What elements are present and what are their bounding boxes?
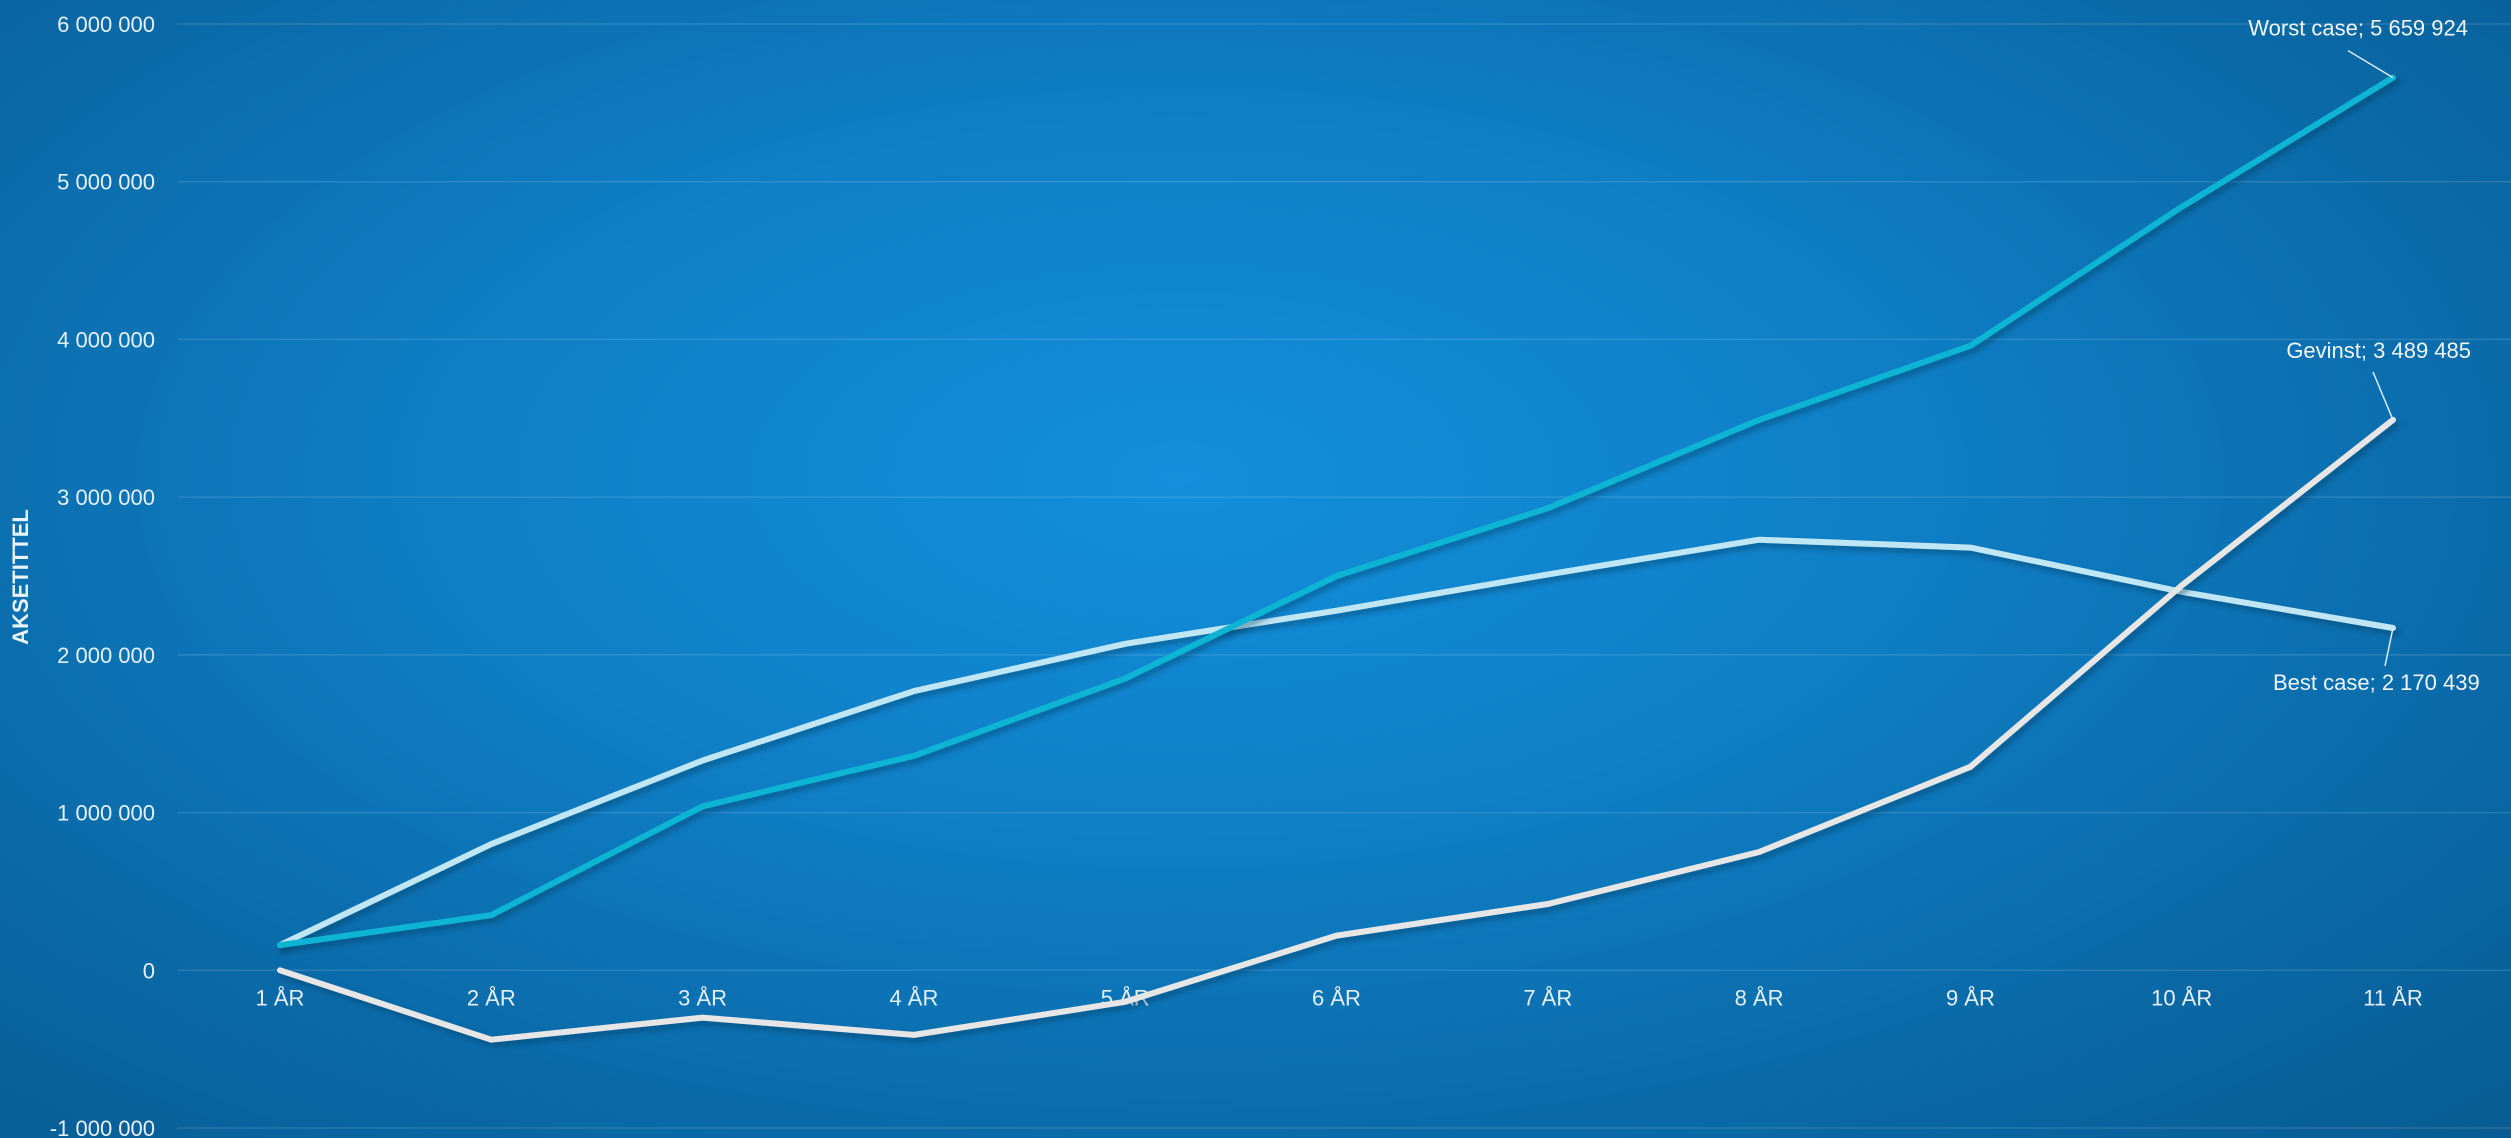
data-point: [912, 1033, 916, 1037]
data-point: [912, 689, 916, 693]
data-point: [2180, 205, 2184, 209]
series-lines: [277, 74, 2396, 1043]
x-tick-label: 9 ÅR: [1946, 985, 1995, 1010]
y-tick-label: 4 000 000: [57, 327, 155, 352]
series-line-worst-case: [277, 74, 2396, 949]
data-point: [1757, 418, 1761, 422]
x-tick-label: 7 ÅR: [1523, 985, 1572, 1010]
data-point: [1968, 344, 1972, 348]
data-point: [1335, 574, 1338, 578]
y-tick-label: 2 000 000: [57, 643, 155, 668]
leader-line: [2372, 371, 2394, 421]
x-tick-label: 3 ÅR: [678, 985, 727, 1010]
data-point: [2180, 583, 2184, 587]
data-label: Worst case; 5 659 924: [2248, 16, 2468, 41]
data-point: [1757, 850, 1761, 854]
data-point: [1546, 902, 1550, 906]
y-tick-label: 3 000 000: [57, 485, 155, 510]
data-point: [1757, 538, 1761, 542]
y-axis-title: AKSETITTEL: [8, 509, 33, 645]
data-point: [701, 804, 705, 808]
y-tick-label: 1 000 000: [57, 801, 155, 826]
data-label: Best case; 2 170 439: [2273, 670, 2480, 695]
data-point: [1123, 642, 1127, 646]
data-point: [489, 842, 493, 846]
x-tick-label: 8 ÅR: [1735, 985, 1784, 1010]
x-tick-label: 10 ÅR: [2151, 985, 2212, 1010]
x-axis-ticks: 1 ÅR 2 ÅR 3 ÅR 4 ÅR 5 ÅR 6 ÅR 7 ÅR 8 ÅR 9 ÅR 10 Å…: [256, 985, 2423, 1010]
x-tick-label: 2 ÅR: [467, 985, 516, 1010]
data-point: [1546, 506, 1550, 510]
data-point: [1968, 546, 1972, 550]
data-point: [1546, 572, 1550, 576]
data-point: [1335, 934, 1338, 938]
y-axis-ticks: -1 000 000 0 1 000 000 2 000 000 3 000 000 4 …: [50, 12, 155, 1138]
data-label: Gevinst; 3 489 485: [2286, 338, 2471, 363]
data-point: [278, 968, 282, 972]
leader-line: [2347, 49, 2394, 79]
data-point: [1968, 765, 1972, 769]
data-point: [1335, 609, 1338, 613]
x-tick-label: 6 ÅR: [1312, 985, 1361, 1010]
data-point: [701, 759, 705, 763]
x-tick-label: 4 ÅR: [889, 985, 938, 1010]
data-point: [701, 1016, 705, 1020]
data-point: [1123, 1000, 1127, 1004]
data-point: [912, 754, 916, 758]
data-point: [278, 943, 282, 947]
y-tick-label: 0: [143, 958, 155, 983]
y-tick-label: 5 000 000: [57, 170, 155, 195]
x-tick-label: 1 ÅR: [256, 985, 305, 1010]
y-tick-label: 6 000 000: [57, 12, 155, 37]
x-tick-label: 11 ÅR: [2363, 985, 2423, 1010]
data-labels: Best case; 2 170 439 Worst case; 5 659 92…: [2248, 16, 2479, 695]
y-tick-label: -1 000 000: [50, 1116, 155, 1138]
data-point: [489, 913, 493, 917]
data-point: [2180, 590, 2184, 594]
data-point: [1123, 677, 1127, 681]
series-line-gevinst: [277, 416, 2396, 1043]
data-point: [489, 1038, 493, 1042]
leader-line: [2384, 627, 2394, 667]
series-line-best-case: [277, 536, 2396, 949]
